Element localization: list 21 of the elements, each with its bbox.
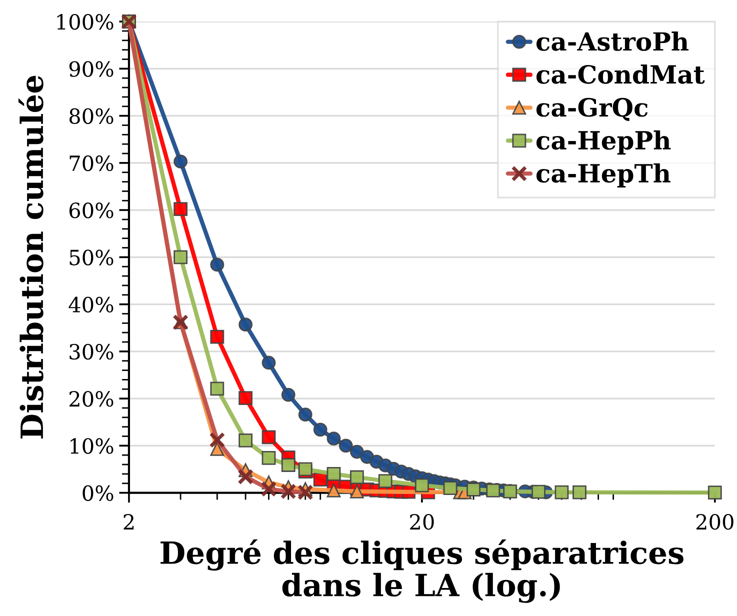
legend-label: ca-HepPh <box>536 130 671 155</box>
legend-label: ca-GrQc <box>536 98 648 121</box>
y-tick-label: 60% <box>69 202 114 218</box>
x-tick-label: 200 <box>696 514 734 530</box>
x-axis-title: Degré des cliques séparatrices dans le LA (log.) <box>160 539 684 603</box>
legend-label: ca-CondMat <box>536 64 705 84</box>
y-tick-label: 50% <box>70 250 114 266</box>
y-tick-label: 100% <box>57 14 114 30</box>
x-tick-label: 20 <box>410 514 434 530</box>
legend-label: ca-HepTh <box>536 163 670 188</box>
legend-label: ca-AstroPh <box>536 32 689 51</box>
x-tick-label: 2 <box>124 514 134 530</box>
y-tick-label: 90% <box>69 61 114 77</box>
y-tick-label: 70% <box>70 155 114 172</box>
y-tick-label: 80% <box>69 108 114 124</box>
y-tick-label: 40% <box>68 296 114 313</box>
y-tick-label: 10% <box>70 438 114 454</box>
y-axis-title: Distribution cumulée <box>18 76 44 439</box>
y-tick-label: 0% <box>82 485 114 502</box>
y-tick-label: 30% <box>70 344 114 360</box>
y-tick-label: 20% <box>70 391 114 407</box>
